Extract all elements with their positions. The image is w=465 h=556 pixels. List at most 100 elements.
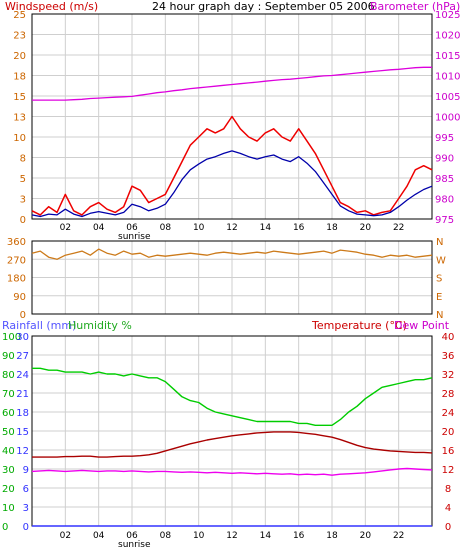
wind-panel-frame [31, 13, 433, 220]
humidity-tick-label: 20 [2, 484, 15, 495]
windspeed-tick-label: 15 [13, 92, 26, 103]
barometer-tick-label: 990 [435, 154, 454, 165]
barometer-axis-title: Barometer (hPa) [370, 0, 460, 13]
x-tick-label-bottom: 20 [360, 531, 372, 541]
humidity-tick-label: 80 [2, 370, 15, 381]
sunrise-label-bottom: sunrise [118, 540, 151, 550]
temperature-tick-label: 20 [442, 427, 455, 438]
direction-tick-label: 180 [7, 274, 26, 285]
direction-panel-frame [31, 240, 433, 315]
x-tick-label: 10 [193, 223, 205, 233]
x-tick-label: 06 [126, 223, 138, 233]
rainfall-tick-label: 3 [23, 503, 29, 514]
windspeed-axis-title: Windspeed (m/s) [5, 0, 98, 13]
temperature-tick-label: 24 [442, 408, 455, 419]
barometer-tick-label: 980 [435, 195, 454, 206]
x-tick-label: 22 [393, 223, 404, 233]
thermo-panel-grid [32, 336, 432, 526]
temperature-tick-label: 16 [442, 446, 455, 457]
x-tick-label-bottom: 18 [326, 531, 338, 541]
barometer-tick-label: 995 [435, 133, 454, 144]
dewpoint-axis-title: Dew Point [394, 319, 450, 332]
x-tick-label-bottom: 16 [293, 531, 305, 541]
windspeed-tick-label: 20 [13, 51, 26, 62]
rainfall-tick-label: 21 [16, 389, 29, 400]
barometer-tick-label: 1005 [435, 92, 460, 103]
wind-gust-line [31, 115, 433, 216]
direction-panel-series [31, 248, 433, 260]
barometer-tick-label: 1025 [435, 10, 460, 21]
humidity-tick-label: 10 [2, 503, 15, 514]
temperature-tick-label: 32 [442, 370, 455, 381]
windspeed-tick-label: 8 [20, 154, 26, 165]
humidity-axis: 0 10 20 30 40 50 60 70 80 90 100 [2, 332, 21, 533]
direction-tick-label: 90 [13, 292, 26, 303]
windspeed-tick-label: 10 [13, 133, 26, 144]
rainfall-tick-label: 12 [16, 446, 29, 457]
temperature-tick-label: 28 [442, 389, 455, 400]
temperature-axis-title: Temperature (°C) [311, 319, 407, 332]
dew-point-line [31, 467, 433, 476]
barometer-tick-label: 1000 [435, 113, 460, 124]
windspeed-tick-label: 0 [20, 215, 26, 226]
compass-tick-label: S [436, 274, 442, 285]
rainfall-tick-label: 27 [16, 351, 29, 362]
barometer-tick-label: 975 [435, 215, 454, 226]
x-tick-label-bottom: 12 [226, 531, 237, 541]
windspeed-tick-label: 18 [13, 72, 26, 83]
thermo-panel-series [31, 367, 433, 527]
x-tick-label-bottom: 06 [126, 531, 138, 541]
x-tick-label: 04 [93, 223, 105, 233]
humidity-tick-label: 60 [2, 408, 15, 419]
rainfall-axis-title: Rainfall (mm) [2, 319, 76, 332]
barometer-axis: 975 980 985 990 995 1000 1005 1010 1015 1020 1025 [435, 10, 460, 226]
direction-tick-label: 360 [7, 237, 26, 248]
temperature-tick-label: 40 [442, 332, 455, 343]
windspeed-axis: 0 3 5 8 10 13 15 18 20 23 25 [13, 10, 26, 226]
thermo-panel-x-axis: 02 04 06 08 10 12 14 16 18 20 22 [60, 531, 405, 541]
chart-title: 24 hour graph day : September 05 2006 [152, 0, 375, 13]
sunrise-label: sunrise [118, 232, 151, 242]
compass-tick-label: W [436, 255, 446, 266]
rainfall-axis: 0 3 6 9 12 15 18 21 24 27 30 [16, 332, 29, 533]
compass-tick-label: E [436, 292, 442, 303]
humidity-tick-label: 50 [2, 427, 15, 438]
x-tick-label: 20 [360, 223, 372, 233]
temperature-tick-label: 12 [442, 465, 455, 476]
wind-direction-line [31, 248, 433, 260]
wind-average-line [31, 150, 433, 218]
rainfall-tick-label: 24 [16, 370, 29, 381]
rainfall-tick-label: 0 [23, 522, 29, 533]
x-tick-label: 14 [260, 223, 272, 233]
x-tick-label-bottom: 04 [93, 531, 105, 541]
rainfall-tick-label: 6 [23, 484, 29, 495]
barometer-tick-label: 1010 [435, 72, 460, 83]
compass-tick-label: N [436, 310, 443, 321]
rainfall-tick-label: 9 [23, 465, 29, 476]
humidity-tick-label: 70 [2, 389, 15, 400]
rainfall-tick-label: 30 [16, 332, 29, 343]
x-tick-label: 02 [60, 223, 71, 233]
wind-panel-grid [32, 14, 432, 219]
x-tick-label: 16 [293, 223, 305, 233]
x-tick-label-bottom: 08 [160, 531, 172, 541]
compass-tick-label: N [436, 237, 443, 248]
humidity-tick-label: 0 [2, 522, 8, 533]
direction-panel-grid [32, 241, 432, 314]
x-tick-label: 18 [326, 223, 338, 233]
rainfall-tick-label: 18 [16, 408, 29, 419]
barometer-tick-label: 1020 [435, 31, 460, 42]
x-tick-label-bottom: 14 [260, 531, 272, 541]
direction-tick-label: 0 [20, 310, 26, 321]
x-tick-label-bottom: 10 [193, 531, 205, 541]
temperature-tick-label: 0 [445, 522, 451, 533]
temperature-axis: 0 4 8 12 16 20 24 28 32 36 40 [442, 332, 455, 533]
humidity-tick-label: 40 [2, 446, 15, 457]
windspeed-tick-label: 3 [20, 195, 26, 206]
x-tick-label-bottom: 22 [393, 531, 404, 541]
direction-tick-label: 270 [7, 255, 26, 266]
humidity-line [32, 367, 433, 426]
barometer-line [32, 66, 432, 101]
